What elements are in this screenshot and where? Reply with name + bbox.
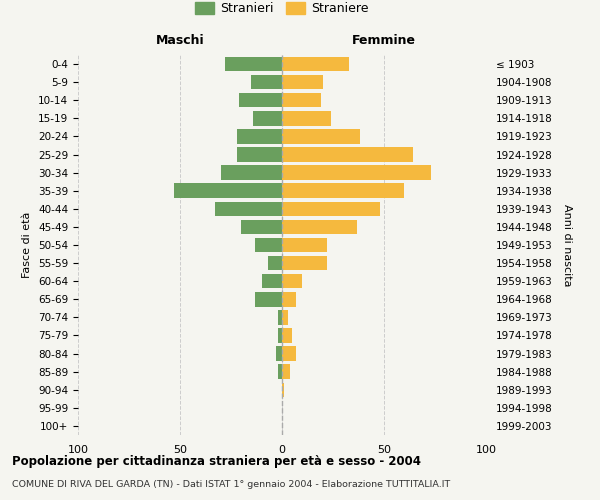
Text: Femmine: Femmine <box>352 34 416 48</box>
Bar <box>174 184 282 198</box>
Bar <box>282 184 404 198</box>
Text: COMUNE DI RIVA DEL GARDA (TN) - Dati ISTAT 1° gennaio 2004 - Elaborazione TUTTIT: COMUNE DI RIVA DEL GARDA (TN) - Dati IST… <box>12 480 450 489</box>
Bar <box>282 57 349 72</box>
Text: Maschi: Maschi <box>155 34 205 48</box>
Bar <box>237 148 282 162</box>
Bar <box>262 274 282 288</box>
Bar <box>215 202 282 216</box>
Bar <box>225 57 282 72</box>
Bar <box>282 111 331 126</box>
Bar <box>256 238 282 252</box>
Y-axis label: Anni di nascita: Anni di nascita <box>562 204 572 286</box>
Bar <box>282 148 413 162</box>
Bar <box>282 129 359 144</box>
Bar <box>282 202 380 216</box>
Bar <box>251 75 282 90</box>
Bar <box>278 328 282 342</box>
Bar <box>282 364 290 379</box>
Bar <box>221 166 282 180</box>
Bar <box>237 129 282 144</box>
Bar <box>268 256 282 270</box>
Bar <box>282 274 302 288</box>
Bar <box>282 238 327 252</box>
Bar <box>253 111 282 126</box>
Bar <box>282 256 327 270</box>
Bar <box>282 346 296 361</box>
Y-axis label: Fasce di età: Fasce di età <box>22 212 32 278</box>
Bar <box>282 328 292 342</box>
Bar <box>278 364 282 379</box>
Legend: Stranieri, Straniere: Stranieri, Straniere <box>195 2 369 16</box>
Bar <box>282 75 323 90</box>
Bar <box>282 220 358 234</box>
Bar <box>282 166 431 180</box>
Bar <box>282 310 288 324</box>
Bar <box>241 220 282 234</box>
Bar <box>282 382 284 397</box>
Bar <box>276 346 282 361</box>
Bar <box>256 292 282 306</box>
Bar <box>282 292 296 306</box>
Text: Popolazione per cittadinanza straniera per età e sesso - 2004: Popolazione per cittadinanza straniera p… <box>12 455 421 468</box>
Bar <box>278 310 282 324</box>
Bar <box>282 93 321 108</box>
Bar <box>239 93 282 108</box>
